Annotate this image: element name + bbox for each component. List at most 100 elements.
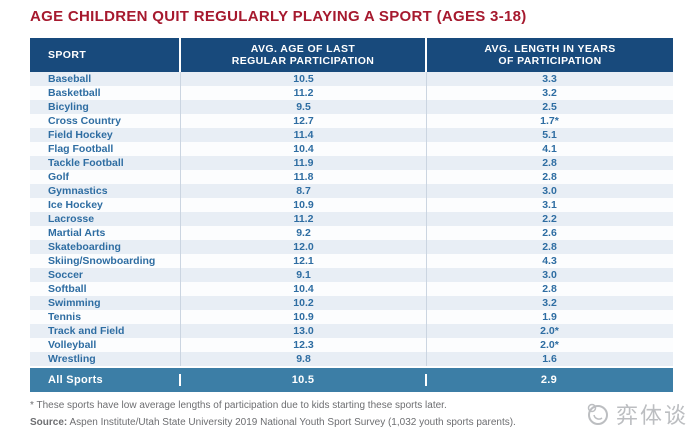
- source-note: Source: Aspen Institute/Utah State Unive…: [30, 414, 516, 431]
- avg-age-cell: 11.2: [181, 86, 427, 100]
- table-row: Martial Arts 9.2 2.6: [30, 226, 673, 240]
- avg-age-cell: 11.4: [181, 128, 427, 142]
- total-row: All Sports 10.5 2.9: [30, 368, 673, 392]
- table-row: Golf 11.8 2.8: [30, 170, 673, 184]
- table-row: Cross Country 12.7 1.7*: [30, 114, 673, 128]
- sport-cell: Martial Arts: [30, 226, 181, 240]
- sport-cell: Field Hockey: [30, 128, 181, 142]
- avg-years-cell: 4.3: [542, 255, 557, 267]
- avg-age-cell: 10.9: [181, 198, 427, 212]
- header-avg-age-line1: AVG. AGE OF LAST: [250, 43, 356, 55]
- sport-cell: Basketball: [30, 86, 181, 100]
- avg-age-cell: 12.7: [181, 114, 427, 128]
- avg-age-cell: 13.0: [181, 324, 427, 338]
- avg-years-cell: 3.2: [542, 297, 557, 309]
- avg-years-cell: 2.2: [542, 213, 557, 225]
- avg-years-cell: 1.9: [542, 311, 557, 323]
- sport-cell: Volleyball: [30, 338, 181, 352]
- table-row: Gymnastics 8.7 3.0: [30, 184, 673, 198]
- table-row: Wrestling 9.8 1.6: [30, 352, 673, 366]
- header-avg-years: AVG. LENGTH IN YEARS OF PARTICIPATION: [427, 38, 673, 72]
- table-row: Tackle Football 11.9 2.8: [30, 156, 673, 170]
- avg-years-cell: 3.1: [542, 199, 557, 211]
- page-title: AGE CHILDREN QUIT REGULARLY PLAYING A SP…: [30, 8, 527, 25]
- sport-cell: Cross Country: [30, 114, 181, 128]
- avg-years-cell: 3.3: [542, 73, 557, 85]
- watermark-text: 弈体谈: [615, 404, 688, 429]
- asterisk-note: * These sports have low average lengths …: [30, 400, 447, 411]
- sport-cell: Tennis: [30, 310, 181, 324]
- table-row: Field Hockey 11.4 5.1: [30, 128, 673, 142]
- avg-age-cell: 12.3: [181, 338, 427, 352]
- sport-cell: Soccer: [30, 268, 181, 282]
- header-sport: SPORT: [30, 38, 181, 72]
- avg-years-cell: 2.8: [542, 171, 557, 183]
- sport-cell: Swimming: [30, 296, 181, 310]
- avg-years-cell: 2.0*: [540, 325, 559, 337]
- avg-years-cell: 1.7*: [540, 115, 559, 127]
- source-label: Source:: [30, 417, 68, 428]
- table-row: Volleyball 12.3 2.0*: [30, 338, 673, 352]
- table-row: Track and Field 13.0 2.0*: [30, 324, 673, 338]
- avg-years-cell: 1.6: [542, 353, 557, 365]
- sport-cell: Flag Football: [30, 142, 181, 156]
- avg-years-cell: 2.8: [542, 283, 557, 295]
- avg-years-cell: 3.0: [542, 185, 557, 197]
- avg-age-cell: 10.5: [181, 72, 427, 86]
- sports-table: SPORT AVG. AGE OF LAST REGULAR PARTICIPA…: [30, 38, 673, 392]
- table-row: Skateboarding 12.0 2.8: [30, 240, 673, 254]
- source-text: Aspen Institute/Utah State University 20…: [67, 417, 516, 428]
- avg-age-cell: 9.5: [181, 100, 427, 114]
- avg-age-cell: 8.7: [181, 184, 427, 198]
- sport-cell: Tackle Football: [30, 156, 181, 170]
- avg-age-cell: 10.4: [181, 142, 427, 156]
- avg-age-cell: 11.8: [181, 170, 427, 184]
- avg-age-cell: 9.2: [181, 226, 427, 240]
- table-row: Softball 10.4 2.8: [30, 282, 673, 296]
- avg-years-cell: 3.0: [542, 269, 557, 281]
- total-avg-age-cell: 10.5: [181, 374, 427, 386]
- avg-years-cell: 2.6: [542, 227, 557, 239]
- avg-age-cell: 9.1: [181, 268, 427, 282]
- table-header-row: SPORT AVG. AGE OF LAST REGULAR PARTICIPA…: [30, 38, 673, 72]
- watermark: 弈体谈: [584, 398, 688, 430]
- header-sport-label: SPORT: [48, 49, 87, 61]
- table-row: Soccer 9.1 3.0: [30, 268, 673, 282]
- sport-cell: Baseball: [30, 72, 181, 86]
- total-avg-years-cell: 2.9: [540, 374, 558, 386]
- sport-cell: Softball: [30, 282, 181, 296]
- header-avg-years-line2: OF PARTICIPATION: [498, 55, 602, 67]
- table-row: Basketball 11.2 3.2: [30, 86, 673, 100]
- footnotes: * These sports have low average lengths …: [30, 397, 516, 431]
- table-row: Ice Hockey 10.9 3.1: [30, 198, 673, 212]
- total-sport-cell: All Sports: [30, 374, 181, 386]
- circle-logo-icon: [584, 400, 616, 428]
- header-avg-age: AVG. AGE OF LAST REGULAR PARTICIPATION: [181, 38, 427, 72]
- avg-years-cell: 2.8: [542, 157, 557, 169]
- avg-years-cell: 2.0*: [540, 339, 559, 351]
- table-row: Lacrosse 11.2 2.2: [30, 212, 673, 226]
- header-avg-age-line2: REGULAR PARTICIPATION: [231, 55, 375, 67]
- avg-age-cell: 10.2: [181, 296, 427, 310]
- table-row: Swimming 10.2 3.2: [30, 296, 673, 310]
- avg-age-cell: 11.9: [181, 156, 427, 170]
- avg-age-cell: 9.8: [181, 352, 427, 366]
- sport-cell: Lacrosse: [30, 212, 181, 226]
- avg-years-cell: 2.8: [542, 241, 557, 253]
- table-row: Baseball 10.5 3.3: [30, 72, 673, 86]
- avg-years-cell: 2.5: [542, 101, 557, 113]
- table-row: Skiing/Snowboarding 12.1 4.3: [30, 254, 673, 268]
- avg-years-cell: 4.1: [542, 143, 557, 155]
- table-body: Baseball 10.5 3.3 Basketball 11.2 3.2 Bi…: [30, 72, 673, 366]
- header-avg-years-line1: AVG. LENGTH IN YEARS: [484, 43, 616, 55]
- sport-cell: Wrestling: [30, 352, 181, 366]
- sport-cell: Track and Field: [30, 324, 181, 338]
- avg-age-cell: 10.4: [181, 282, 427, 296]
- avg-years-cell: 5.1: [542, 129, 557, 141]
- sport-cell: Bicyling: [30, 100, 181, 114]
- sport-cell: Ice Hockey: [30, 198, 181, 212]
- avg-age-cell: 11.2: [181, 212, 427, 226]
- avg-age-cell: 12.1: [181, 254, 427, 268]
- sport-cell: Skiing/Snowboarding: [30, 254, 181, 268]
- avg-age-cell: 10.9: [181, 310, 427, 324]
